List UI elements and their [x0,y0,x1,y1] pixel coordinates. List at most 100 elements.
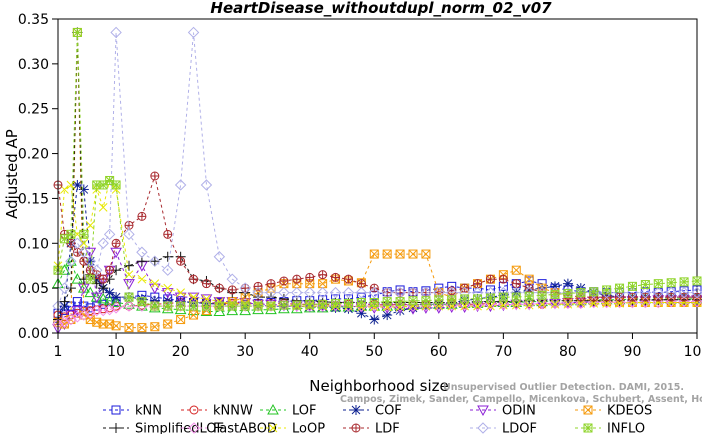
data-point-fastabod [110,302,122,314]
series-inflo [53,27,702,311]
data-point-inflo [460,294,470,304]
data-point-loop [124,270,134,280]
data-point-kdeos [189,310,199,320]
legend-label-inflo: INFLO [607,422,645,434]
y-axis: 0.00 0.05 0.10 0.15 0.20 0.25 0.30 0.35 [18,12,59,342]
data-point-inflo [473,294,483,304]
data-point-ldof [291,286,303,299]
data-point-loop [150,279,160,289]
data-point-inflo [266,301,276,311]
data-point-loop [550,299,560,309]
data-point-kdeos [163,319,173,329]
x-tick-label: 70 [494,344,512,360]
data-point-inflo [524,291,534,301]
series-ldf [53,171,702,302]
data-point-ldof [342,286,355,299]
data-point-ldof [97,237,109,249]
data-point-ldof [665,286,677,299]
data-point-loop [137,274,147,284]
data-point-ldof [200,179,213,191]
data-point-fastabod [103,303,116,316]
y-axis-label: Adjusted AP [3,129,21,219]
data-point-ldf [163,229,173,239]
data-point-loop [524,300,534,310]
data-point-inflo [537,290,547,300]
data-point-ldof [304,286,316,299]
y-tick-label: 0.25 [18,102,49,118]
data-point-cof [104,287,115,298]
legend-marker-ldof [477,422,489,434]
legend-marker-knn [111,405,121,415]
data-point-inflo [692,276,702,286]
data-point-ldf [253,281,263,291]
data-point-loop [511,300,521,310]
x-tick-label: 10 [107,344,125,360]
data-point-ldof [226,273,238,285]
data-point-lof [213,305,226,316]
legend-marker-odin [477,405,489,417]
data-point-inflo [679,277,689,287]
legend-marker-simplifiedlof [111,423,121,433]
data-point-ldof [84,255,96,267]
data-point-ldof [368,286,380,299]
legend-item-inflo: INFLO [575,422,645,434]
data-point-inflo [189,301,199,311]
data-point-loop [163,283,173,293]
data-point-ldf [498,274,508,284]
data-point-ldf [305,272,315,282]
legend-label-ldof: LDOF [502,422,537,434]
data-point-fastabod [278,299,290,311]
data-point-loop [189,292,198,302]
legend-item-ldf: LDF [343,422,400,434]
data-point-lof [84,286,97,298]
legend-item-knnw: kNNW [181,404,253,419]
data-point-ldf [266,279,276,289]
data-point-ldof [91,264,103,276]
data-point-ldof [329,286,342,299]
data-point-inflo [576,288,586,298]
data-point-ldf [279,276,289,286]
data-point-ldof [265,286,277,299]
data-point-kdeos [124,323,134,333]
data-point-ldf [343,274,353,284]
legend-item-loop: LoOP [260,422,325,434]
data-point-inflo [163,301,173,311]
x-tick-label: 90 [624,344,642,360]
data-point-ldof [678,286,690,299]
data-point-ldof [58,282,71,294]
data-point-ldof [252,286,264,299]
data-point-fastabod [97,304,109,317]
data-point-lof [148,301,161,313]
data-point-simplifiedlof [59,296,70,307]
data-point-fastabod [458,299,471,311]
data-point-inflo [421,296,431,306]
data-point-ldof [278,286,290,299]
data-point-ldof [600,286,613,299]
data-point-odin [90,292,103,304]
data-point-simplifiedlof [162,251,173,262]
data-point-loop [563,299,573,309]
data-point-inflo [408,296,418,306]
data-point-kdeos [369,249,379,259]
data-point-ldf [176,256,186,266]
data-point-loop [79,238,89,248]
data-point-fastabod [575,297,587,310]
legend-label-lof: LOF [292,404,317,419]
y-tick-label: 0.00 [18,326,49,342]
data-point-inflo [305,299,315,309]
data-point-inflo [434,295,444,305]
data-point-inflo [447,295,457,305]
series-line-ldof [57,32,697,307]
data-point-ldof [162,264,174,276]
legend-item-ldof: LDOF [470,422,537,434]
data-point-inflo [395,297,405,307]
data-point-inflo [550,289,560,299]
data-point-ldof [187,26,200,39]
data-point-inflo [227,301,237,311]
data-point-ldof [316,286,329,299]
data-point-fastabod [510,298,522,310]
legend-label-simplifiedlof: SimplifiedLOF [135,422,224,434]
y-tick-label: 0.20 [18,147,49,163]
series-line-fastabod [57,301,697,325]
data-point-loop [66,180,76,190]
